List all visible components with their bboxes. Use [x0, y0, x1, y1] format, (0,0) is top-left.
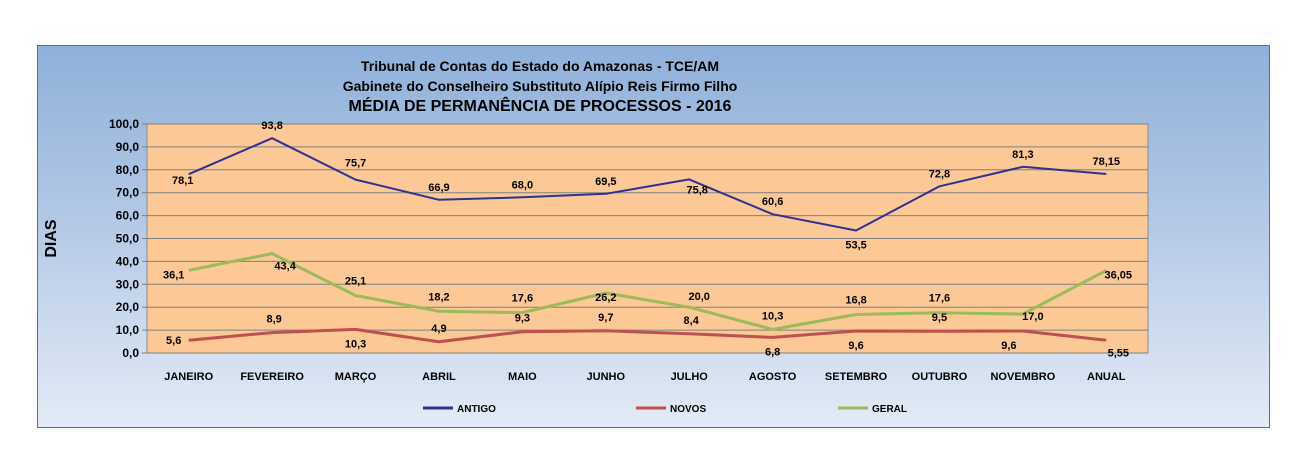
data-label-geral: 26,2 [595, 292, 616, 304]
y-tick-label: 30,0 [116, 277, 140, 291]
data-label-antigo: 68,0 [512, 179, 533, 191]
data-label-antigo: 60,6 [762, 196, 783, 208]
y-tick-label: 70,0 [116, 186, 140, 200]
data-label-geral: 36,1 [163, 269, 184, 281]
y-tick-label: 40,0 [116, 254, 140, 268]
data-label-antigo: 72,8 [929, 168, 950, 180]
data-label-geral: 20,0 [688, 291, 709, 303]
x-tick-label: FEVEREIRO [240, 371, 304, 383]
data-label-antigo: 53,5 [845, 239, 866, 251]
series-line-geral [188, 252, 1107, 331]
data-label-novos: 9,6 [1001, 340, 1016, 352]
chart-title-main: MÉDIA DE PERMANÊNCIA DE PROCESSOS - 2016 [348, 98, 732, 115]
data-label-novos: 5,55 [1108, 347, 1129, 359]
data-label-novos: 8,9 [266, 314, 281, 326]
data-label-geral: 17,6 [929, 293, 950, 305]
x-tick-label: ANUAL [1087, 371, 1126, 383]
data-label-antigo: 78,1 [172, 175, 193, 187]
y-tick-label: 0,0 [122, 346, 139, 360]
data-label-novos: 9,6 [848, 340, 863, 352]
data-label-antigo: 78,15 [1093, 156, 1121, 168]
data-label-geral: 43,4 [274, 261, 296, 273]
data-label-novos: 4,9 [431, 323, 446, 335]
data-label-novos: 9,7 [598, 312, 613, 324]
data-label-geral: 17,6 [512, 293, 533, 305]
series-line-novos [188, 327, 1107, 344]
chart-title-line-1: Tribunal de Contas do Estado do Amazonas… [360, 58, 720, 74]
data-label-antigo: 69,5 [595, 176, 616, 188]
data-label-antigo: 93,8 [261, 120, 282, 132]
data-label-geral: 10,3 [762, 310, 783, 322]
x-tick-label: ABRIL [422, 371, 456, 383]
series-line-antigo [188, 137, 1107, 232]
data-label-geral: 25,1 [345, 276, 366, 288]
data-label-antigo: 75,7 [345, 158, 366, 170]
y-axis-label: DIAS [43, 219, 60, 258]
x-tick-label: AGOSTO [749, 371, 797, 383]
x-tick-label: NOVEMBRO [990, 371, 1055, 383]
data-label-novos: 9,3 [515, 313, 530, 325]
data-label-antigo: 75,8 [686, 184, 707, 196]
x-tick-label: JANEIRO [164, 371, 213, 383]
y-tick-label: 50,0 [116, 232, 140, 246]
x-tick-label: MAIO [508, 371, 537, 383]
x-tick-label: OUTUBRO [912, 371, 968, 383]
chart-title-line-2: Gabinete do Conselheiro Substituto Alípi… [342, 78, 738, 94]
data-label-antigo: 81,3 [1012, 149, 1033, 161]
legend-label-antigo: ANTIGO [457, 404, 496, 415]
data-label-novos: 8,4 [684, 315, 700, 327]
y-tick-label: 90,0 [116, 140, 140, 154]
x-tick-label: JUNHO [587, 371, 626, 383]
x-tick-label: MARÇO [335, 371, 377, 383]
y-tick-label: 60,0 [116, 209, 140, 223]
data-label-geral: 16,8 [845, 295, 866, 307]
data-label-geral: 17,0 [1022, 311, 1043, 323]
data-label-novos: 9,5 [932, 312, 947, 324]
data-label-geral: 18,2 [428, 291, 449, 303]
data-label-novos: 5,6 [166, 335, 181, 347]
data-label-novos: 10,3 [345, 338, 366, 350]
data-label-antigo: 66,9 [428, 182, 449, 194]
x-tick-label: JULHO [671, 371, 709, 383]
legend-label-geral: GERAL [872, 404, 907, 415]
legend-label-novos: NOVOS [670, 404, 706, 415]
y-tick-label: 80,0 [116, 163, 140, 177]
y-tick-label: 20,0 [116, 300, 140, 314]
x-tick-label: SETEMBRO [825, 371, 888, 383]
y-tick-label: 100,0 [109, 117, 139, 131]
y-tick-label: 10,0 [116, 323, 140, 337]
data-label-geral: 36,05 [1105, 269, 1133, 281]
data-label-novos: 6,8 [765, 346, 780, 358]
